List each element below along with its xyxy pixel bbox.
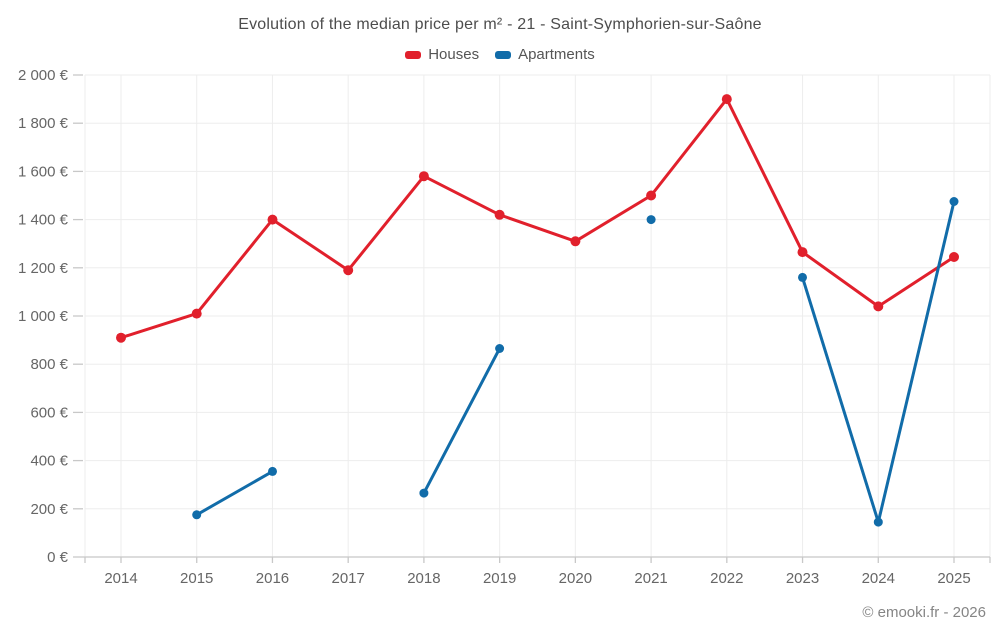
y-axis-label: 0 € (47, 549, 69, 566)
apartments-point-2018[interactable] (419, 488, 429, 498)
apartments-point-2015[interactable] (192, 510, 202, 520)
houses-point-2022[interactable] (721, 94, 732, 105)
houses-point-2015[interactable] (191, 308, 202, 319)
houses-point-2023[interactable] (797, 247, 808, 258)
y-axis-label: 1 200 € (18, 260, 69, 277)
houses-line (119, 97, 956, 340)
apartments-point-2024[interactable] (873, 517, 883, 527)
y-axis-label: 2 000 € (18, 67, 69, 84)
y-axis-label: 1 600 € (18, 163, 69, 180)
houses-point-2024[interactable] (873, 301, 884, 312)
x-axis-label: 2014 (104, 570, 137, 587)
legend-label-houses: Houses (428, 46, 480, 63)
x-axis-label: 2019 (483, 570, 516, 587)
y-axis-label: 800 € (30, 356, 68, 373)
apartments-point-2023[interactable] (798, 272, 807, 282)
y-axis-label: 1 400 € (18, 212, 69, 229)
legend-item-houses[interactable]: Houses (405, 46, 479, 63)
x-axis-label: 2018 (407, 570, 440, 587)
legend-item-apartments[interactable]: Apartments (495, 46, 595, 63)
houses-point-2018[interactable] (418, 171, 429, 182)
chart-title: Evolution of the median price per m² - 2… (238, 16, 762, 33)
y-axis-label: 200 € (30, 501, 68, 518)
houses-point-2025[interactable] (949, 252, 959, 262)
houses-point-2016[interactable] (267, 214, 278, 225)
x-axis-label: 2015 (180, 570, 213, 587)
x-axis-label: 2020 (559, 570, 592, 587)
x-axis-label: 2025 (937, 570, 970, 587)
y-axis-label: 1 800 € (18, 115, 69, 132)
apartments-swatch-icon (495, 50, 512, 59)
x-axis-label: 2021 (634, 570, 667, 587)
y-axis-label: 400 € (30, 453, 68, 470)
apartments-point-2016[interactable] (268, 466, 277, 476)
apartments-point-2021[interactable] (646, 215, 656, 225)
legend: Houses Apartments (0, 46, 1000, 63)
houses-point-2019[interactable] (494, 209, 505, 220)
x-axis-label: 2017 (331, 570, 364, 587)
apartments-point-2025[interactable] (949, 197, 959, 206)
legend-label-apartments: Apartments (518, 46, 595, 63)
x-axis-label: 2022 (710, 570, 743, 587)
houses-point-2017[interactable] (343, 265, 354, 276)
houses-point-2014[interactable] (116, 332, 126, 343)
x-axis-label: 2024 (862, 570, 895, 587)
y-axis-label: 1 000 € (18, 308, 69, 325)
houses-point-2020[interactable] (570, 236, 581, 247)
houses-swatch-icon (405, 50, 422, 59)
x-axis-label: 2016 (256, 570, 289, 587)
copyright-credit: © emooki.fr - 2026 (862, 604, 986, 621)
x-axis-label: 2023 (786, 570, 819, 587)
apartments-point-2019[interactable] (495, 344, 505, 353)
houses-point-2021[interactable] (646, 190, 657, 201)
y-axis-label: 600 € (30, 404, 68, 421)
